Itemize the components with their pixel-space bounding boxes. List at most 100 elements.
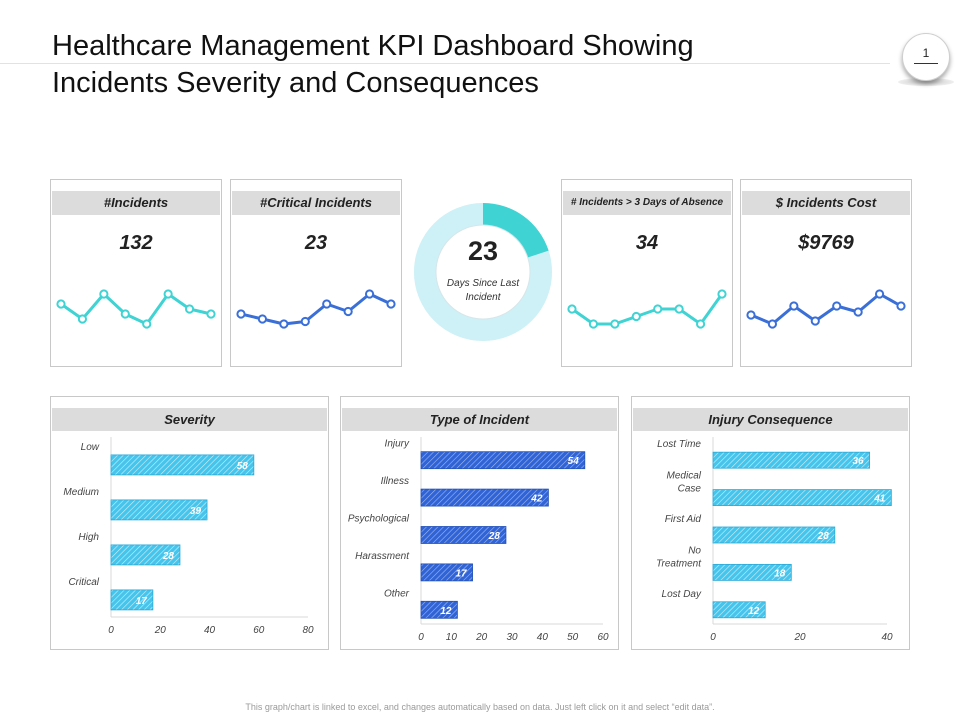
sparkline-point: [853, 307, 863, 317]
category-label: Injury: [385, 439, 410, 450]
sparkline-point: [236, 309, 246, 319]
severity-bar-chart: 58 Low 39 Medium 28 High 17 Critical 0 20 40 60 80: [63, 437, 314, 636]
tick-label: 20: [475, 632, 488, 643]
sparkline-point: [695, 319, 706, 329]
badge-shadow: [898, 78, 954, 86]
donut-value: 23: [467, 236, 499, 266]
donut-center: [435, 224, 531, 320]
category-label: Harassment: [355, 551, 410, 562]
sparkline-point: [300, 316, 310, 327]
tick-label: 60: [253, 625, 265, 636]
tick-label: 20: [154, 625, 167, 636]
kpi-card-critical-incidents: #Critical Incidents 23: [230, 179, 402, 367]
sparkline-point: [832, 301, 842, 311]
sparkline-point: [567, 304, 577, 314]
tick-label: 40: [537, 632, 549, 643]
category-label: Medium: [63, 487, 99, 498]
kpi-title: $ Incidents Cost: [742, 191, 910, 215]
title-divider: [0, 63, 890, 64]
kpi-value: 34: [635, 232, 659, 254]
tick-label: 40: [204, 625, 216, 636]
kpi-value: 23: [304, 232, 328, 254]
donut-chart: [414, 203, 552, 341]
sparkline-point: [142, 319, 152, 329]
kpi-title: #Critical Incidents: [232, 191, 400, 215]
sparkline-point: [631, 311, 641, 322]
tick-label: 0: [418, 632, 424, 643]
bar-value-label: 42: [530, 494, 543, 505]
bar-value-label: 28: [817, 531, 830, 542]
sparkline-point: [767, 319, 778, 329]
sparkline-point: [99, 289, 109, 299]
sparkline-point: [610, 319, 620, 329]
category-label: First Aid: [665, 514, 702, 525]
bar: [420, 526, 507, 544]
sparkline-point: [896, 301, 906, 311]
sparkline-point: [364, 289, 375, 299]
injury-consequence-panel: Injury Consequence 36 Lost Time 41 Medical C…: [631, 396, 910, 650]
title-line-2: Incidents Severity and Consequences: [52, 67, 539, 99]
tick-label: 40: [881, 632, 893, 643]
bar: [420, 451, 586, 470]
title-line-1: Healthcare Management KPI Dashboard Show…: [52, 30, 694, 62]
sparkline-point: [343, 306, 353, 317]
sparkline-point: [746, 310, 756, 320]
category-label: Illness: [381, 476, 409, 487]
bar: [712, 451, 871, 469]
bar-value-label: 12: [748, 606, 760, 617]
sparkline-point: [184, 304, 195, 314]
sparkline-point: [386, 299, 396, 309]
kpi-card-incidents-cost: $ Incidents Cost $9769: [740, 179, 912, 367]
bar: [110, 544, 181, 566]
tick-label: 30: [506, 632, 518, 643]
donut-segment: [483, 203, 549, 258]
category-label: Medical: [667, 471, 702, 482]
bar: [110, 499, 208, 521]
sparkline-point: [257, 314, 268, 324]
sparkline-point: [163, 289, 173, 299]
category-label: Lost Day: [662, 589, 702, 600]
page-number: 1: [922, 46, 930, 60]
category-label: Case: [678, 484, 702, 495]
tick-label: 80: [302, 625, 314, 636]
panel-title: Injury Consequence: [633, 408, 908, 431]
sparkline-point: [789, 301, 799, 311]
kpi-value: $9769: [798, 232, 854, 254]
tick-label: 60: [597, 632, 609, 643]
bar-value-label: 28: [488, 531, 501, 542]
bar-value-label: 17: [455, 568, 467, 579]
kpi-card-absence-incidents: # Incidents > 3 Days of Absence 34: [561, 179, 733, 367]
page-title: Healthcare Management KPI Dashboard Show…: [52, 28, 812, 102]
footer-note: This graph/chart is linked to excel, and…: [245, 702, 715, 712]
sparkline-point: [77, 314, 88, 324]
bar: [110, 454, 255, 476]
bar: [712, 601, 766, 619]
sparkline-incidents-cost: [746, 289, 906, 329]
bar-value-label: 58: [237, 461, 249, 472]
type-of-incident-bar-chart: 54 Injury 42 Illness 28 Psychological 17 Harass…: [348, 437, 609, 643]
sparkline-point: [56, 299, 66, 309]
bar-value-label: 36: [852, 456, 864, 467]
sparkline-point: [674, 304, 684, 314]
type-of-incident-panel: Type of Incident 54 Injury 42 Illness 28 Psyc…: [340, 396, 619, 650]
kpi-card-incidents: #Incidents 132: [50, 179, 222, 367]
bar-value-label: 41: [873, 494, 886, 505]
bar: [420, 488, 549, 507]
sparkline-point: [322, 299, 332, 309]
page-number-badge: 1: [902, 33, 950, 81]
sparkline-point: [717, 289, 727, 299]
sparkline-line: [750, 292, 902, 326]
donut-label: Days Since Last Incident: [446, 278, 520, 303]
bar-value-label: 12: [440, 606, 452, 617]
sparkline-point: [120, 309, 130, 319]
kpi-title: # Incidents > 3 Days of Absence: [563, 191, 731, 215]
tick-label: 50: [567, 632, 579, 643]
sparkline-point: [810, 316, 820, 326]
bar: [420, 563, 473, 582]
tick-label: 0: [710, 632, 716, 643]
sparkline-line: [571, 293, 724, 326]
bar: [420, 600, 458, 619]
sparkline-point: [874, 289, 885, 299]
category-label: Treatment: [656, 558, 702, 569]
tick-label: 10: [446, 632, 458, 643]
